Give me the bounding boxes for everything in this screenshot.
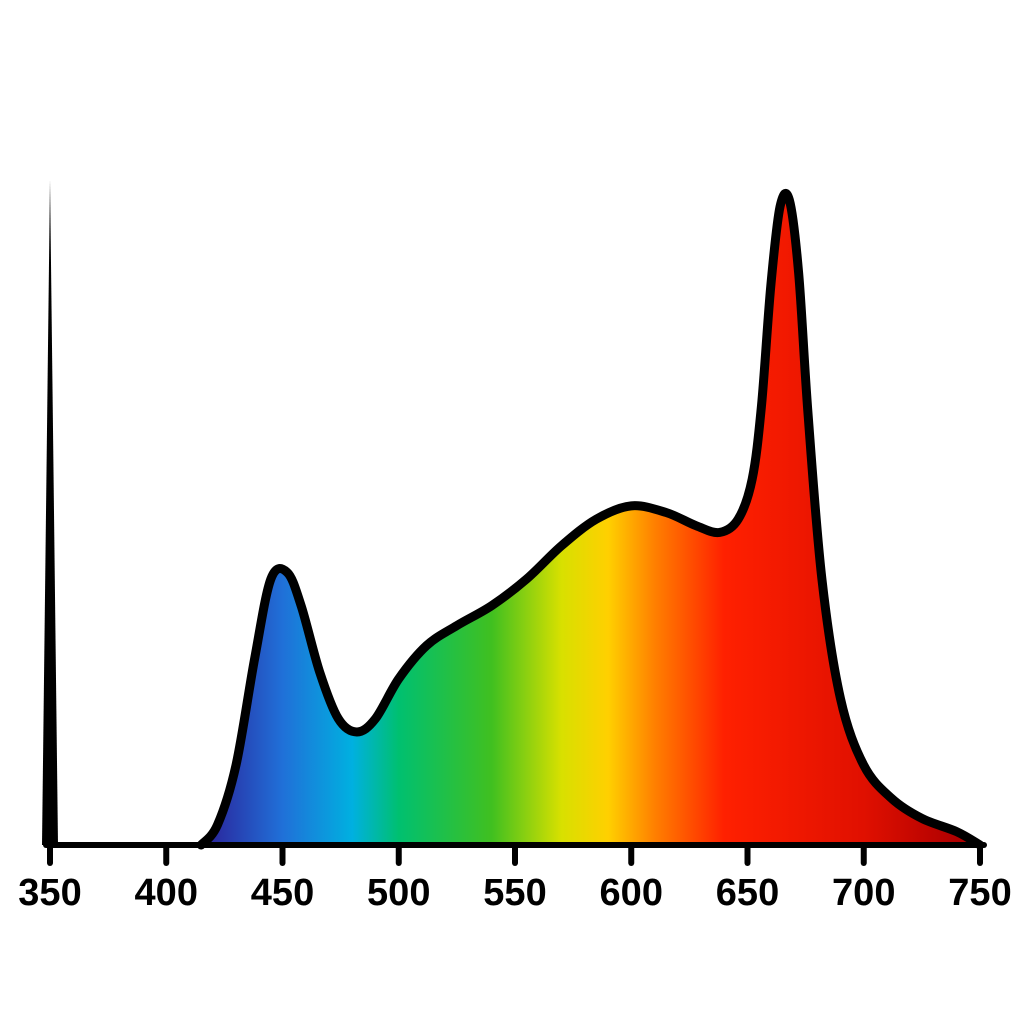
y-axis-spike: [42, 180, 58, 845]
x-tick-label: 500: [367, 872, 430, 914]
spectrum-chart: 350 400 450 500 550 600 650 700 750: [0, 0, 1024, 1024]
x-tick-label: 550: [483, 872, 546, 914]
x-tick-label: 600: [600, 872, 663, 914]
x-tick-label: 750: [948, 872, 1011, 914]
x-tick-label: 650: [716, 872, 779, 914]
x-tick-label: 350: [18, 872, 81, 914]
x-tick-label: 400: [135, 872, 198, 914]
x-tick-label: 450: [251, 872, 314, 914]
x-tick-label: 700: [832, 872, 895, 914]
